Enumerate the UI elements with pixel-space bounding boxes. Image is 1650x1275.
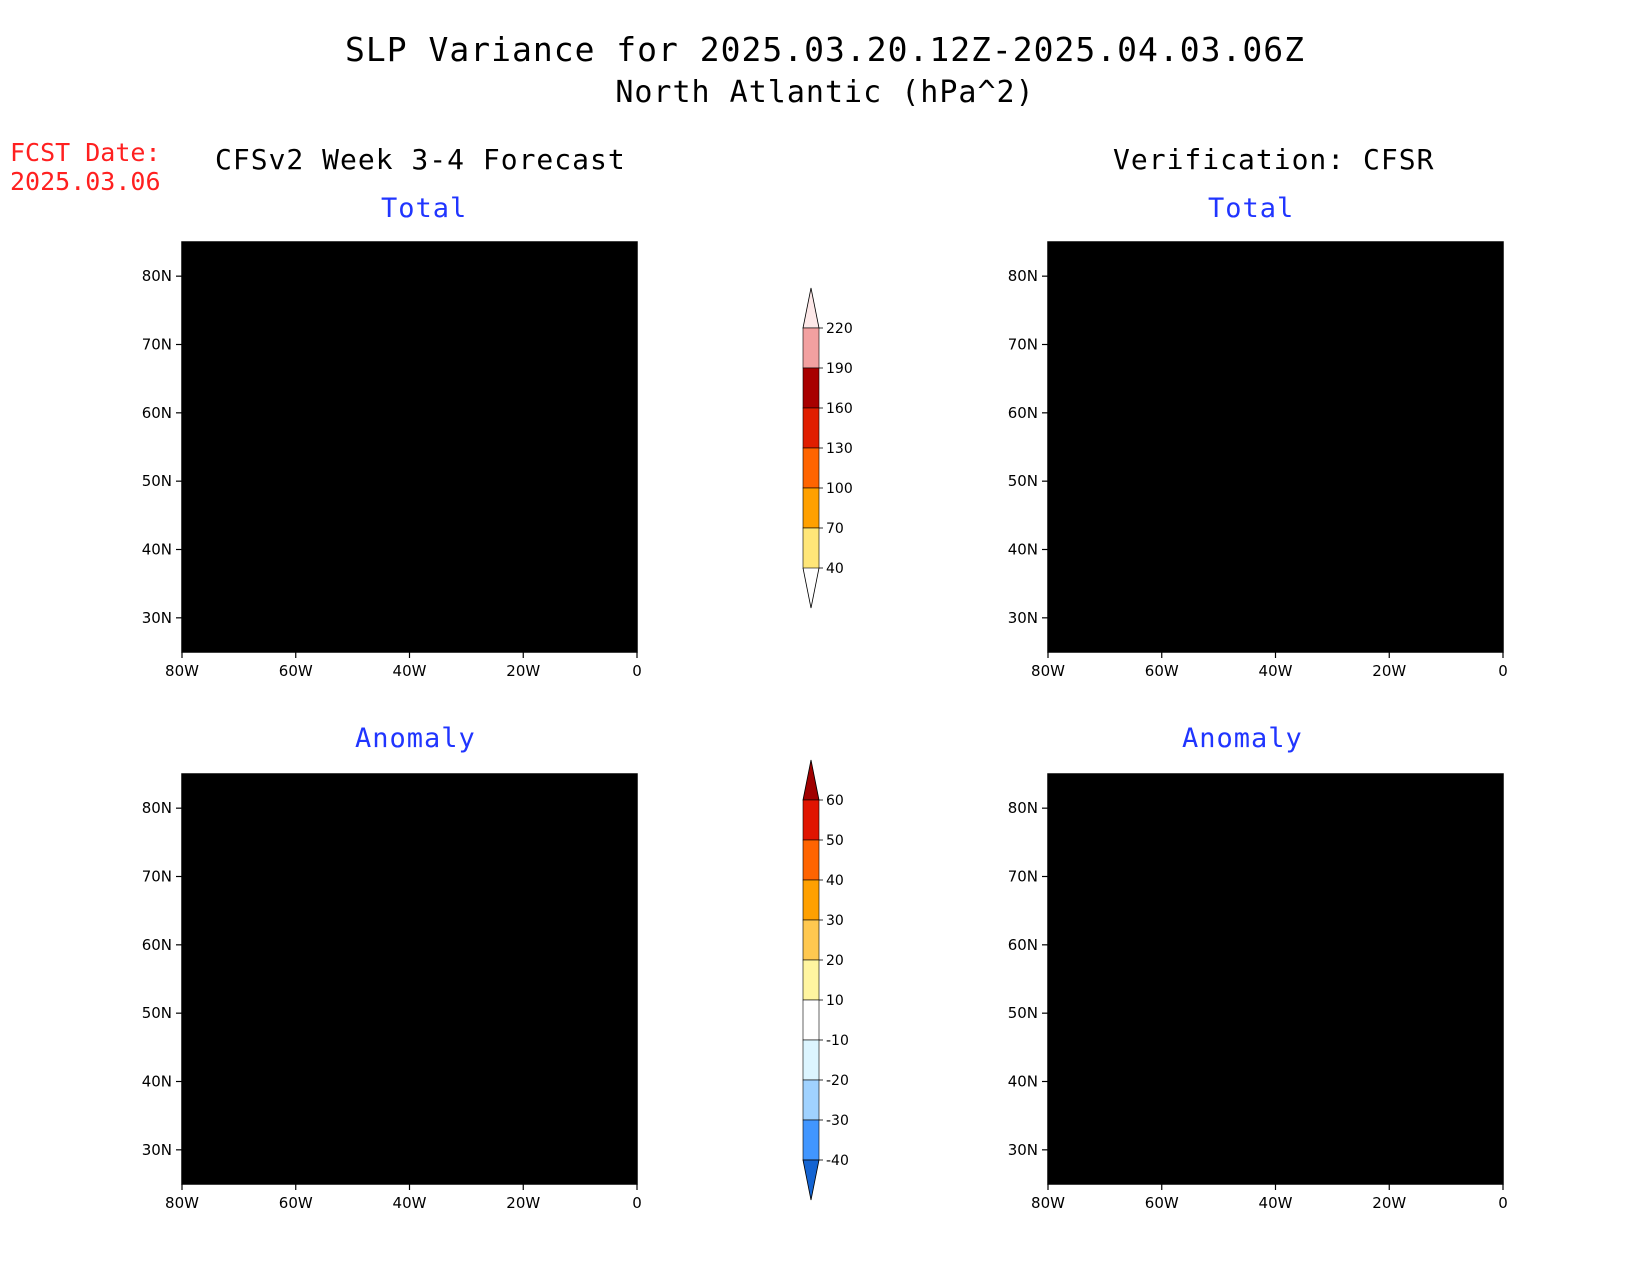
lon-tick-label: 80W (1031, 1194, 1065, 1212)
colorbar-total: 220 190 160 130 100 70 40 (802, 287, 853, 609)
lat-tick-label: 40N (142, 1073, 172, 1091)
forecast-date-value: 2025.03.06 (10, 167, 161, 196)
colorbar-label: -10 (826, 1033, 849, 1049)
panel-subtitle-cfsr-total: Total (1208, 193, 1295, 224)
lat-tick-label: 80N (1008, 267, 1038, 285)
colorbar-label: 30 (826, 913, 844, 929)
lat-tick-label: 40N (1008, 541, 1038, 559)
lat-tick-label: 30N (142, 609, 172, 627)
lon-tick-label: 80W (165, 1194, 199, 1212)
lat-tick-label: 60N (142, 404, 172, 422)
lat-tick-label: 50N (1008, 472, 1038, 490)
lat-tick-label: 80N (142, 799, 172, 817)
colorbar-segment (802, 879, 820, 921)
lon-tick-label: 0 (632, 1194, 642, 1212)
lon-tick-label: 80W (1031, 662, 1065, 680)
colorbar-label: 40 (826, 873, 844, 889)
lon-tick-label: 60W (1145, 662, 1179, 680)
lon-tick-label: 60W (279, 1194, 313, 1212)
lon-tick-label: 40W (1259, 1194, 1293, 1212)
colorbar-label: 40 (826, 561, 844, 577)
lon-tick-label: 60W (1145, 1194, 1179, 1212)
lat-tick-label: 70N (142, 868, 172, 886)
colorbar-label: -30 (826, 1113, 849, 1129)
lat-tick-label: 80N (1008, 799, 1038, 817)
lon-tick-label: 80W (165, 662, 199, 680)
colorbar-label: 190 (826, 361, 853, 377)
colorbar-segment (802, 447, 820, 489)
colorbar-label: 50 (826, 833, 844, 849)
forecast-date-label: FCST Date: (10, 138, 161, 167)
right-column-header: Verification: CFSR (1113, 143, 1435, 176)
left-column-header: CFSv2 Week 3-4 Forecast (215, 143, 626, 176)
lat-tick-label: 30N (1008, 1141, 1038, 1159)
lon-tick-label: 20W (506, 662, 540, 680)
panel-subtitle-cfsr-anomaly: Anomaly (1182, 723, 1303, 754)
lat-tick-label: 70N (1008, 868, 1038, 886)
lat-tick-label: 40N (142, 541, 172, 559)
main-subtitle: North Atlantic (hPa^2) (615, 75, 1035, 110)
colorbar-arrow-bottom (802, 567, 820, 609)
colorbar-arrow-bottom (802, 1159, 820, 1201)
colorbar-label: 100 (826, 481, 853, 497)
colorbar-label: -20 (826, 1073, 849, 1089)
colorbar-segment (802, 839, 820, 881)
lat-tick-label: 80N (142, 267, 172, 285)
colorbar-segment (802, 999, 820, 1041)
lat-tick-label: 60N (142, 936, 172, 954)
lat-tick-label: 50N (142, 472, 172, 490)
lat-tick-label: 30N (1008, 609, 1038, 627)
panel-subtitle-fcst-anomaly: Anomaly (355, 723, 476, 754)
colorbar-segment (802, 959, 820, 1001)
map-panel-cfsr-anomaly (1048, 774, 1503, 1184)
lat-tick-label: 50N (142, 1004, 172, 1022)
lon-tick-label: 40W (1259, 662, 1293, 680)
colorbar-segment (802, 1119, 820, 1161)
lat-tick-label: 70N (142, 336, 172, 354)
main-title: SLP Variance for 2025.03.20.12Z-2025.04.… (345, 30, 1305, 69)
colorbar-segment (802, 527, 820, 569)
colorbar-label: 60 (826, 793, 844, 809)
colorbar-segment (802, 1039, 820, 1081)
colorbar-arrow-top (802, 759, 820, 801)
colorbar-segment (802, 407, 820, 449)
map-panel-cfsr-total (1048, 242, 1503, 652)
map-panel-fcst-total (182, 242, 637, 652)
colorbar-segment (802, 327, 820, 369)
colorbar-segment (802, 919, 820, 961)
colorbar-anomaly: 60 50 40 30 20 10 -10 -20 -30 -40 (802, 759, 849, 1201)
lat-tick-label: 60N (1008, 404, 1038, 422)
lat-tick-label: 50N (1008, 1004, 1038, 1022)
lat-tick-label: 40N (1008, 1073, 1038, 1091)
colorbar-label: 10 (826, 993, 844, 1009)
colorbar-label: 160 (826, 401, 853, 417)
colorbar-segment (802, 1079, 820, 1121)
lat-tick-label: 70N (1008, 336, 1038, 354)
lat-tick-label: 30N (142, 1141, 172, 1159)
lon-tick-label: 20W (1372, 1194, 1406, 1212)
lon-tick-label: 0 (632, 662, 642, 680)
colorbar-label: 20 (826, 953, 844, 969)
map-panel-fcst-anomaly (182, 774, 637, 1184)
colorbar-segment (802, 367, 820, 409)
colorbar-label: 130 (826, 441, 853, 457)
colorbar-label: 70 (826, 521, 844, 537)
colorbar-segment (802, 799, 820, 841)
lon-tick-label: 20W (1372, 662, 1406, 680)
lon-tick-label: 20W (506, 1194, 540, 1212)
lon-tick-label: 40W (393, 1194, 427, 1212)
colorbar-label: 220 (826, 321, 853, 337)
lat-tick-label: 60N (1008, 936, 1038, 954)
lon-tick-label: 0 (1498, 662, 1508, 680)
colorbar-arrow-top (802, 287, 820, 329)
forecast-date: FCST Date: 2025.03.06 (10, 138, 161, 196)
colorbar-label: -40 (826, 1153, 849, 1169)
lon-tick-label: 60W (279, 662, 313, 680)
lon-tick-label: 0 (1498, 1194, 1508, 1212)
lon-tick-label: 40W (393, 662, 427, 680)
colorbar-segment (802, 487, 820, 529)
panel-subtitle-fcst-total: Total (381, 193, 468, 224)
